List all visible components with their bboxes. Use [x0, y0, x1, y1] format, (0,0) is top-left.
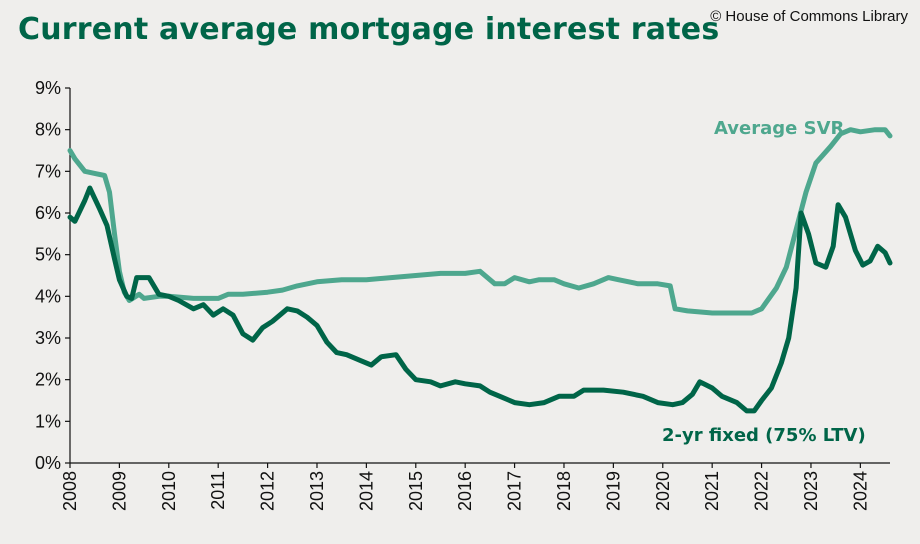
x-tick-label: 2020	[653, 471, 673, 511]
y-tick-label: 6%	[35, 203, 61, 223]
y-tick-label: 3%	[35, 328, 61, 348]
y-tick-label: 0%	[35, 453, 61, 473]
x-tick-label: 2023	[801, 471, 821, 511]
x-tick-label: 2016	[455, 471, 475, 511]
x-tick-label: 2018	[554, 471, 574, 511]
x-tick-label: 2024	[850, 471, 870, 511]
x-tick-label: 2014	[356, 471, 376, 511]
series-label-fixed: 2-yr fixed (75% LTV)	[662, 425, 866, 446]
series-lines	[67, 127, 893, 414]
x-axis-ticks: 2008 2009 2010 2011 2012 2013 2014 2015 2016 2017…	[60, 463, 870, 511]
x-tick-label: 2013	[307, 471, 327, 511]
y-tick-label: 4%	[35, 286, 61, 306]
x-tick-label: 2017	[505, 471, 525, 511]
x-tick-label: 2012	[258, 471, 278, 511]
y-tick-label: 5%	[35, 245, 61, 265]
y-tick-label: 9%	[35, 78, 61, 98]
x-tick-label: 2015	[406, 471, 426, 511]
series-line-fixed	[67, 185, 893, 414]
y-axis-ticks: 0% 1% 2% 3% 4% 5% 6% 7% 8% 9%	[35, 78, 70, 473]
x-tick-label: 2011	[208, 471, 228, 510]
series-line-svr	[67, 127, 893, 316]
x-tick-label: 2022	[752, 471, 772, 511]
chart-title: Current average mortgage interest rates	[18, 12, 720, 47]
x-tick-label: 2008	[60, 471, 80, 511]
y-tick-label: 1%	[35, 411, 61, 431]
credit-text: © House of Commons Library	[710, 8, 908, 25]
x-tick-label: 2009	[109, 471, 129, 511]
series-label-svr: Average SVR	[714, 118, 845, 139]
x-tick-label: 2019	[603, 471, 623, 511]
y-tick-label: 7%	[35, 161, 61, 181]
x-tick-label: 2021	[702, 471, 722, 511]
y-tick-label: 2%	[35, 370, 61, 390]
y-tick-label: 8%	[35, 120, 61, 140]
x-tick-label: 2010	[159, 471, 179, 511]
